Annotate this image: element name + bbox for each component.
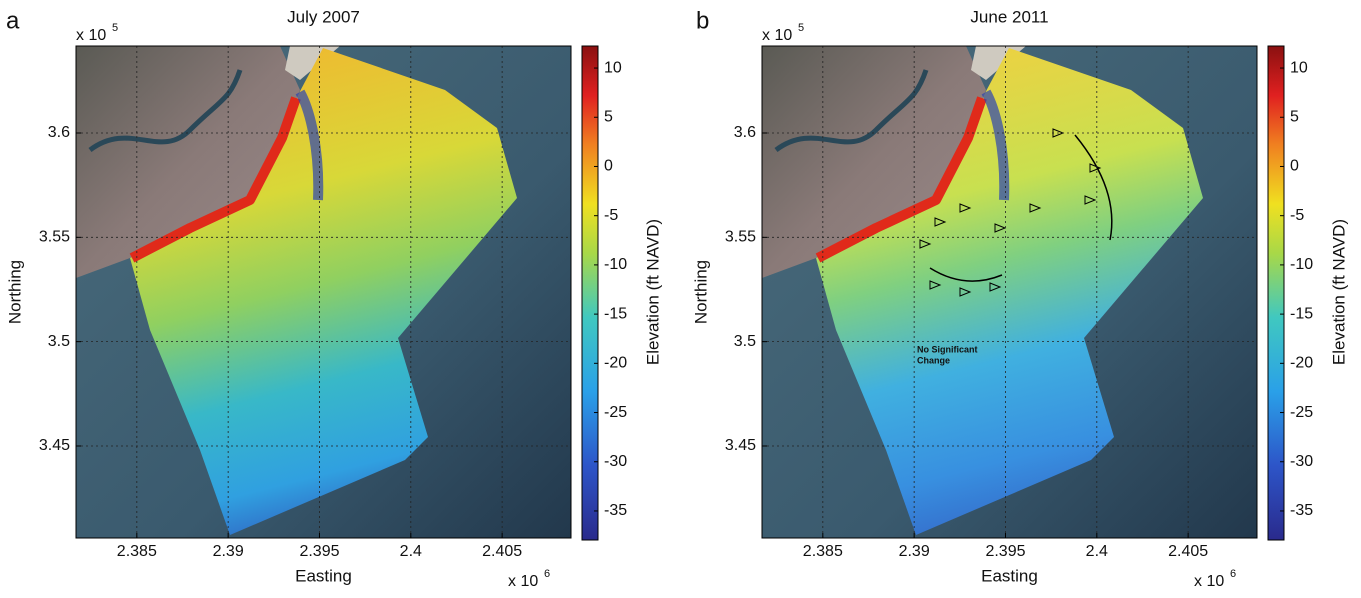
y-tick-label: 3.45 [39, 437, 70, 454]
arrow [1084, 195, 1097, 205]
x-tick-label: 2.405 [482, 543, 522, 560]
channel [295, 89, 324, 201]
colorbar-tick-label: -20 [604, 355, 627, 372]
annotation: No Significant [917, 344, 978, 354]
x-tick-label: 2.385 [117, 543, 157, 560]
x-tick-label: 2.385 [803, 543, 843, 560]
panel-letter: a [6, 7, 20, 34]
colorbar-tick-label: 10 [1290, 59, 1308, 76]
shoreline-shallow [129, 96, 301, 263]
colorbar-tick-label: -35 [1290, 502, 1313, 519]
river [774, 69, 929, 153]
annotation: Change [917, 355, 950, 365]
x-exponent-base: x 10 [1194, 573, 1224, 590]
panel-letter: b [696, 7, 709, 34]
x-tick-label: 2.395 [299, 543, 339, 560]
y-tick-label: 3.6 [48, 124, 70, 141]
shoal-arc [1074, 134, 1113, 241]
survey-area [816, 48, 1203, 535]
colorbar-tick-label: -10 [1290, 256, 1313, 273]
survey-area [130, 48, 517, 535]
map-image [762, 46, 1257, 538]
colorbar-tick-label: -25 [1290, 404, 1313, 421]
colorbar-tick-label: 10 [604, 59, 622, 76]
colorbar-tick-label: 0 [604, 158, 613, 175]
colorbar-tick-label: -30 [604, 453, 627, 470]
colorbar [1267, 45, 1285, 541]
arrow [959, 203, 972, 213]
y-tick-label: 3.5 [48, 333, 70, 350]
x-exponent-power: 6 [1230, 568, 1236, 580]
colorbar-tick-label: -20 [1290, 355, 1313, 372]
colorbar-tick-label: -25 [604, 404, 627, 421]
colorbar-tick-label: -35 [604, 502, 627, 519]
x-tick-label: 2.405 [1168, 543, 1208, 560]
y-tick-label: 3.5 [734, 333, 756, 350]
panel-title: June 2011 [970, 7, 1048, 26]
plot-frame [75, 45, 572, 539]
y-exponent-power: 5 [798, 22, 804, 34]
x-tick-label: 2.4 [400, 543, 422, 560]
arrow [989, 282, 1002, 292]
colorbar-label: Elevation (ft NAVD) [643, 219, 662, 365]
y-axis-label: Northing [691, 260, 710, 324]
shoreline-shallow [815, 96, 987, 263]
colorbar-tick-label: 0 [1290, 158, 1299, 175]
colorbar-tick-label: -5 [604, 207, 618, 224]
arrow [1029, 203, 1042, 213]
arrow [959, 287, 972, 297]
arrow [919, 239, 932, 249]
x-axis-label: Easting [295, 566, 352, 585]
x-tick-label: 2.395 [985, 543, 1025, 560]
y-exponent-base: x 10 [762, 27, 792, 44]
land [76, 46, 300, 278]
x-tick-label: 2.4 [1086, 543, 1108, 560]
x-tick-label: 2.39 [899, 543, 930, 560]
x-exponent-base: x 10 [508, 573, 538, 590]
arrow [1089, 163, 1102, 173]
colorbar [581, 45, 599, 541]
arrow [994, 223, 1007, 233]
colorbar-tick-label: -15 [604, 305, 627, 322]
x-tick-label: 2.39 [213, 543, 244, 560]
colorbar-tick-label: -5 [1290, 207, 1304, 224]
y-exponent-power: 5 [112, 22, 118, 34]
arrow [934, 217, 947, 227]
land [762, 46, 986, 278]
shoal-arc [929, 267, 1003, 282]
channel [981, 89, 1010, 201]
x-exponent-power: 6 [544, 568, 550, 580]
x-axis-label: Easting [981, 566, 1038, 585]
y-axis-label: Northing [5, 260, 24, 324]
y-tick-label: 3.55 [39, 229, 70, 246]
colorbar-tick-label: 5 [604, 108, 613, 125]
colorbar-tick-label: -10 [604, 256, 627, 273]
colorbar-tick-label: 5 [1290, 108, 1299, 125]
y-exponent-base: x 10 [76, 27, 106, 44]
plot-frame [761, 45, 1258, 539]
arrow [929, 280, 942, 290]
panel-title: July 2007 [287, 7, 360, 26]
colorbar-tick-label: -30 [1290, 453, 1313, 470]
colorbar-tick-label: -15 [1290, 305, 1313, 322]
y-tick-label: 3.55 [725, 229, 756, 246]
map-image [76, 46, 571, 538]
colorbar-label: Elevation (ft NAVD) [1329, 219, 1348, 365]
y-tick-label: 3.6 [734, 124, 756, 141]
river [88, 69, 243, 153]
y-tick-label: 3.45 [725, 437, 756, 454]
